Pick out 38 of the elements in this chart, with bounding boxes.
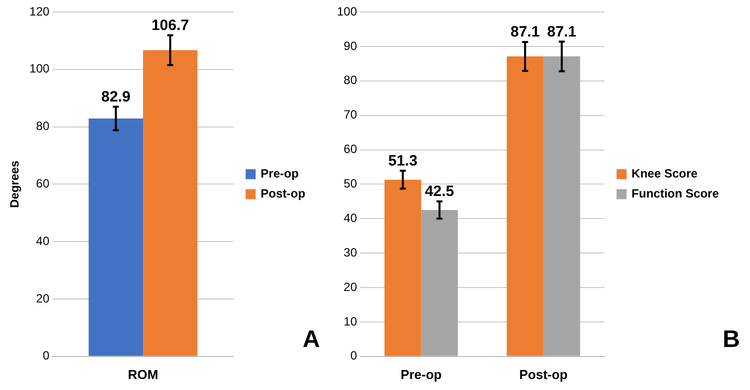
- y-tick-label: 60: [36, 176, 50, 191]
- y-tick-label: 20: [36, 291, 50, 306]
- y-tick-label: 0: [42, 348, 50, 363]
- y-tick-label: 30: [344, 245, 358, 260]
- legend-label: Function Score: [632, 186, 720, 201]
- legend-label: Pre-op: [260, 166, 299, 181]
- data-label: 106.7: [151, 16, 189, 34]
- legend-label: Post-op: [260, 186, 306, 201]
- text: B: [722, 326, 740, 354]
- x-tick-label: ROM: [128, 366, 158, 382]
- y-tick-label: 40: [344, 210, 358, 225]
- y-tick-label: 50: [344, 176, 358, 191]
- y-tick-label: 80: [36, 119, 50, 134]
- data-label: 87.1: [510, 24, 540, 41]
- data-label: 42.5: [424, 183, 454, 200]
- y-tick-label: 100: [29, 62, 50, 76]
- y-tick-label: 10: [344, 314, 358, 328]
- y-tick-label: 90: [344, 38, 358, 53]
- data-label: 51.3: [388, 152, 418, 170]
- y-tick-label: 60: [344, 142, 358, 156]
- legend-label: Knee Score: [632, 166, 698, 181]
- bar: [543, 56, 580, 356]
- y-tick-label: 0: [350, 348, 358, 363]
- data-label: 82.9: [101, 88, 130, 106]
- text: A: [302, 326, 320, 354]
- bar: [384, 180, 422, 356]
- y-axis-title: Degrees: [8, 160, 22, 208]
- y-tick-label: 40: [36, 234, 50, 248]
- data-label: 87.1: [547, 23, 576, 40]
- y-tick-label: 120: [29, 4, 50, 18]
- bar: [421, 210, 458, 356]
- y-tick-label: 20: [344, 280, 358, 294]
- y-tick-label: 80: [344, 73, 358, 88]
- bar: [506, 56, 544, 356]
- x-tick-label: Post-op: [519, 366, 568, 382]
- y-tick-label: 100: [336, 4, 358, 18]
- y-tick-label: 70: [344, 108, 358, 122]
- x-tick-label: Pre-op: [400, 366, 442, 382]
